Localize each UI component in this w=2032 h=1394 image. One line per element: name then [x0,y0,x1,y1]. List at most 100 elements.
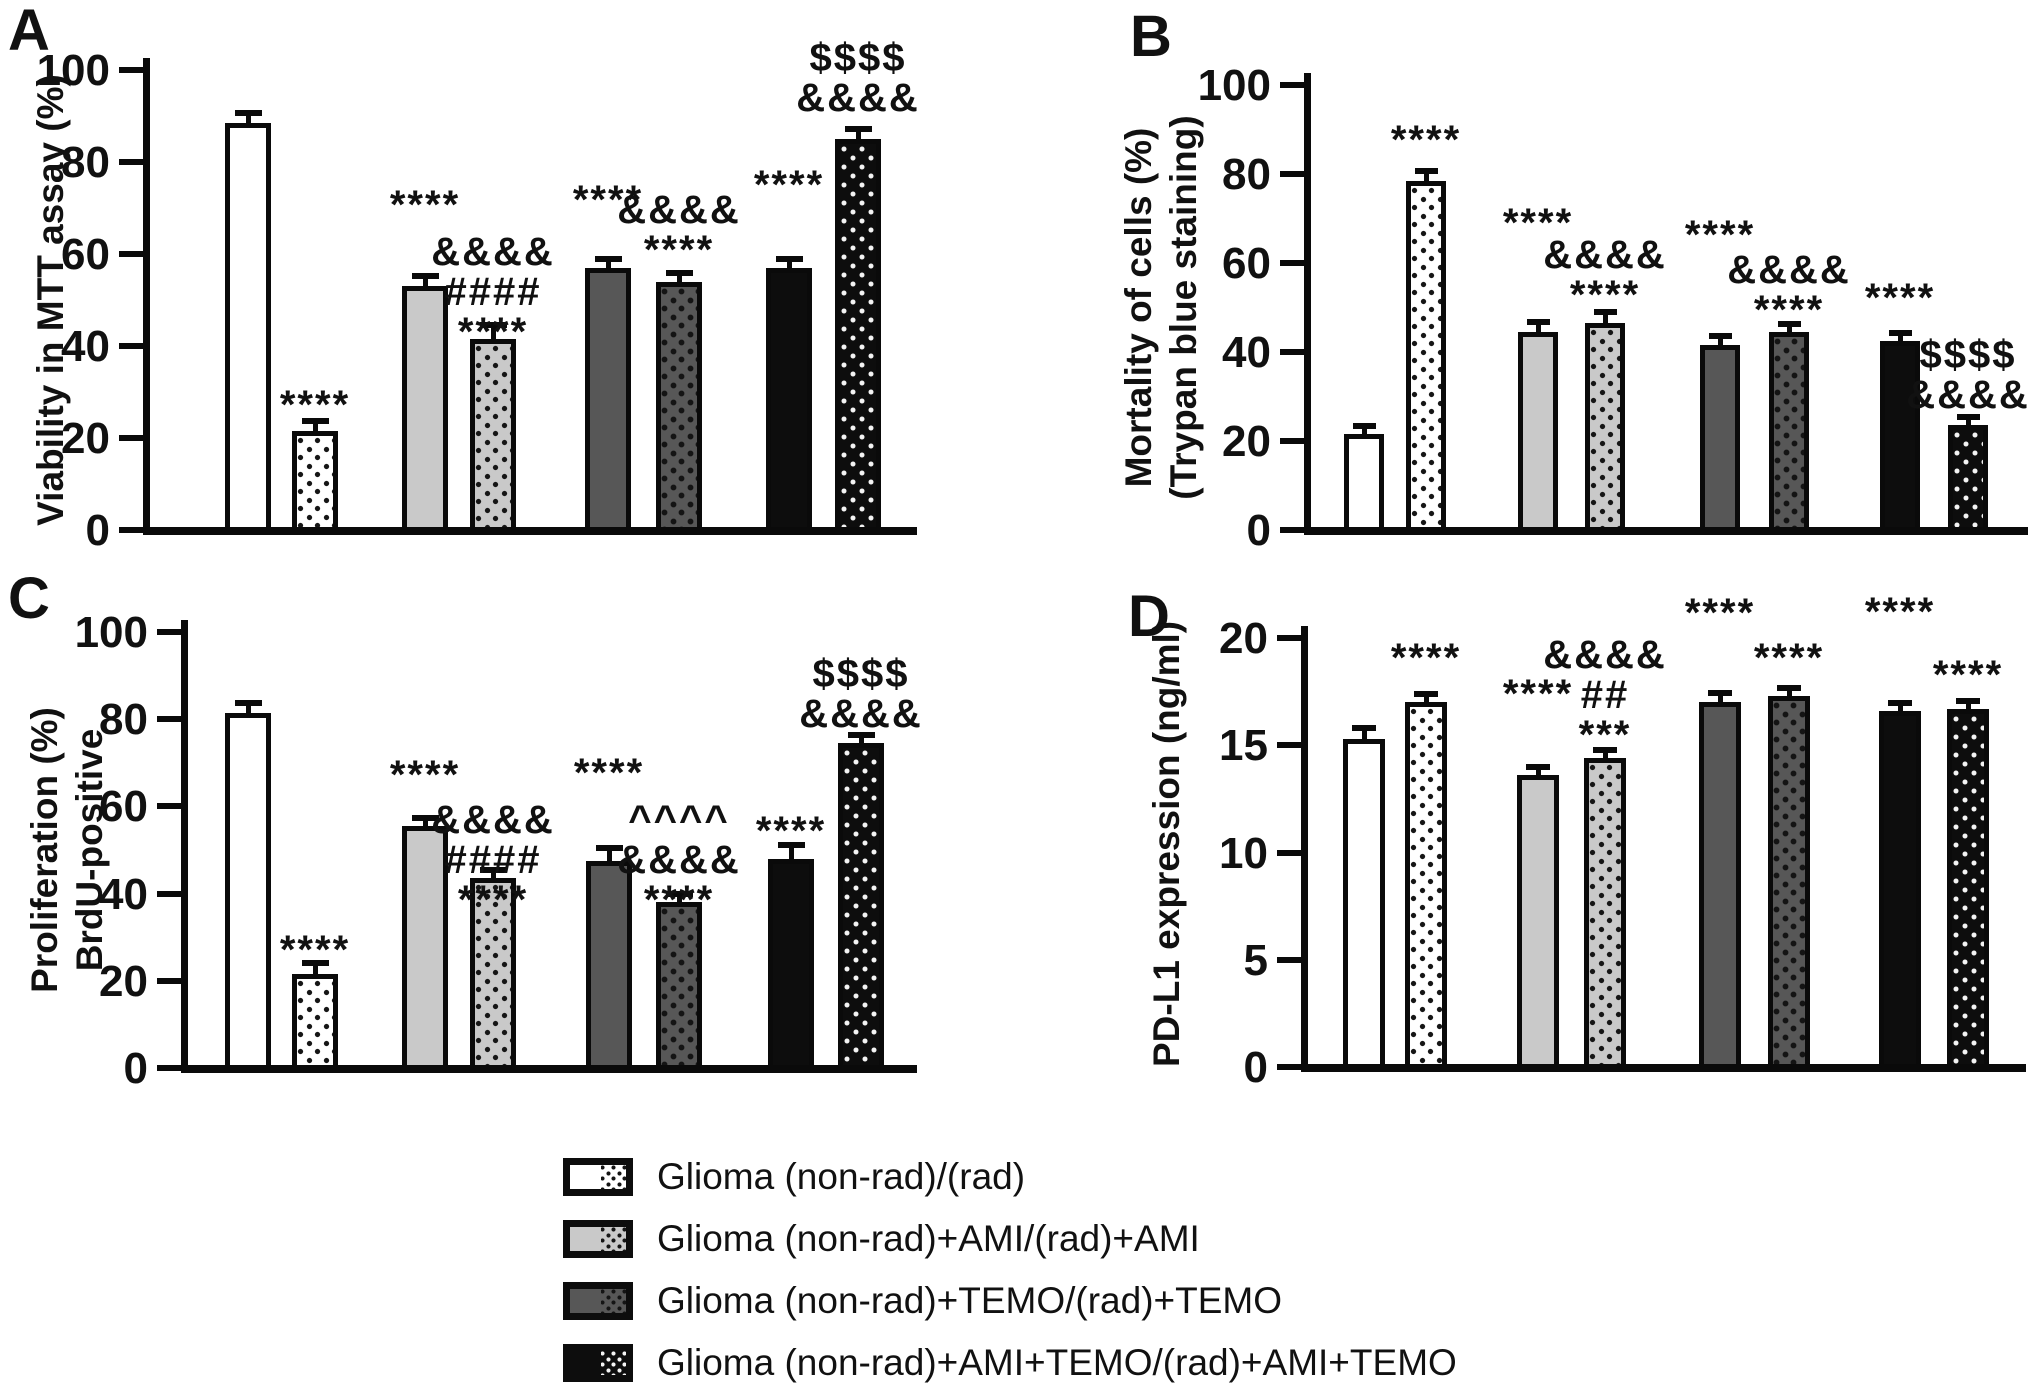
bar [1344,434,1384,532]
legend-item: Glioma (non-rad)/(rad) [563,1146,1457,1208]
legend-swatch-solid-half [570,1227,601,1251]
error-bar [1786,690,1792,696]
error-bar [1965,703,1971,709]
y-tick [1280,171,1304,177]
bar [1517,775,1559,1069]
legend-swatch-dotted-half [600,1351,626,1375]
y-axis-line [1304,73,1311,532]
significance-annotation: &&&& **** [1727,250,1851,330]
y-tick-label: 100 [74,608,148,657]
panel-b: B Mortality of cells (%) (Trypan blue sta… [1016,0,2032,560]
annotation-line: **** [389,753,461,797]
annotation-line: **** [755,809,827,853]
annotation-line: **** [573,751,645,795]
significance-annotation: $$$$ &&&& [796,38,920,118]
y-tick-label: 20 [99,956,148,1006]
error-bar [312,966,318,975]
y-tick [157,1065,181,1071]
error-bar [676,276,682,282]
error-bar [858,737,864,744]
legend-swatch [563,1220,633,1258]
y-tick-label: 60 [99,782,148,832]
y-tick [1280,349,1304,355]
significance-annotation: **** [754,165,824,205]
bar [292,974,338,1070]
bar [766,267,812,532]
panel-c: C Proliferation (%) BrdU-positive 0 20 40 60… [0,560,1016,1120]
x-axis-line [181,1065,917,1073]
bar [1879,710,1921,1069]
annotation-line: **** [1502,672,1574,716]
significance-annotation: &&&& #### **** [431,232,555,352]
legend-swatch [563,1344,633,1382]
error-bar-cap [1593,309,1617,316]
y-tick [1280,527,1304,533]
error-bar-cap [1593,746,1617,753]
significance-annotation: **** [280,930,350,970]
annotation-line: **** [1390,118,1462,162]
annotation-line: &&&& [796,76,920,120]
legend-swatch [563,1158,633,1196]
error-bar-cap [234,110,262,116]
annotation-line: **** [1753,636,1825,680]
error-bar [1423,696,1429,703]
y-tick-label: 20 [1219,614,1268,663]
panel-letter-b: B [1130,4,1172,69]
significance-annotation: **** [1685,215,1755,255]
panel-letter-a: A [8,0,50,63]
error-bar [1717,338,1723,346]
bar [1769,331,1809,532]
y-tick [119,159,143,165]
error-bar-cap [844,126,872,133]
annotation-line: **** [753,163,825,207]
annotation-line: ^^^^ [628,798,730,842]
legend-label: Glioma (non-rad)+AMI+TEMO/(rad)+AMI+TEMO [657,1342,1457,1383]
panel-letter-d: D [1128,584,1170,649]
bar [470,339,516,532]
error-bar [788,847,794,859]
legend-swatch-solid-half [570,1289,601,1313]
bar [1947,708,1989,1069]
y-tick [157,890,181,897]
error-bar-cap [301,960,329,967]
y-tick [1277,1064,1301,1070]
legend-swatch-dotted-half [600,1227,626,1251]
significance-annotation: **** [756,811,826,851]
bar [1343,738,1385,1069]
y-tick-label: 0 [1246,506,1271,555]
y-tick-label: 20 [1222,417,1271,466]
y-tick-label: 80 [99,695,148,745]
error-bar [490,873,496,879]
bar [1584,758,1626,1069]
y-axis-line [1301,626,1308,1069]
y-tick-label: 40 [61,322,110,371]
error-bar [606,851,612,861]
bar [768,858,814,1070]
bar [1700,345,1740,532]
error-bar-cap [847,731,875,738]
plot-area-c: 0 20 40 60 80 100 **** **** &&&& #### **** **** ^^^^… [75,611,921,1091]
error-bar [1897,335,1903,341]
annotation-line: &&&& [431,230,555,274]
annotation-line: **** [457,310,529,354]
y-tick [1277,635,1301,641]
y-tick [1280,438,1304,444]
error-bar [1535,770,1541,776]
error-bar-cap [1526,319,1550,326]
significance-annotation: ^^^^ &&&& **** [617,800,741,920]
annotation-line: &&&& [1543,633,1667,677]
y-tick-label: 0 [85,506,110,555]
y-tick [119,343,143,349]
error-bar-cap [1352,725,1376,732]
significance-annotation: &&&& ## *** [1543,635,1667,755]
error-bar [1361,731,1367,739]
y-tick-label: 20 [61,414,110,463]
y-tick [119,67,143,73]
error-bar-cap [411,814,439,821]
panel-a: A Viability in MTT assay (%) 0 20 40 60 80 10… [0,0,1016,560]
y-tick-label: 80 [61,138,110,187]
bar [586,860,632,1070]
significance-annotation: **** [1503,674,1573,714]
significance-annotation: **** [1391,638,1461,678]
